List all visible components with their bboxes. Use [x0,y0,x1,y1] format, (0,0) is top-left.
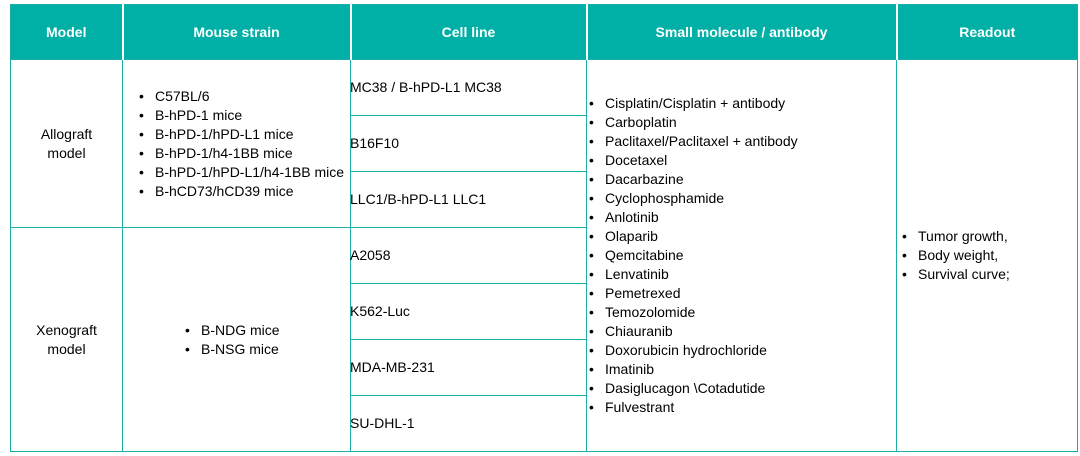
cell-line: MDA-MB-231 [350,359,435,375]
list-item: Dacarbazine [589,170,896,189]
header-row: Model Mouse strain Cell line Small molec… [10,4,1078,60]
list-item: Tumor growth, [902,227,1077,246]
table-row: Allograft model C57BL/6 B-hPD-1 mice B-h… [10,59,1078,452]
table-row: K562-Luc [11,283,1078,340]
models-table: Model Mouse strain Cell line Small molec… [10,4,1078,452]
list-item: Docetaxel [589,151,896,170]
list-item: B-hCD73/hCD39 mice [139,182,350,201]
readout-list: Tumor growth, Body weight, Survival curv… [896,59,1078,452]
list-item: B-hPD-1/hPD-L1/h4-1BB mice [139,163,350,182]
list-item: Cyclophosphamide [589,189,896,208]
model-allograft: Allograft model [10,59,123,228]
cell-line: LLC1/B-hPD-L1 LLC1 [350,191,487,207]
list-item: B-NSG mice [185,340,350,359]
cell-line: SU-DHL-1 [350,415,415,431]
header-mouse-strain: Mouse strain [121,4,351,60]
list-item: Doxorubicin hydrochloride [589,341,896,360]
cell-line: B16F10 [350,135,400,151]
list-item: B-NDG mice [185,321,350,340]
header-model: Model [10,4,123,60]
cell-line: MC38 / B-hPD-L1 MC38 [350,79,502,95]
model-xenograft: Xenograft model [10,227,123,452]
strain-list-xenograft: B-NDG mice B-NSG mice [122,227,351,452]
list-item: Fulvestrant [589,398,896,417]
list-item: Cisplatin/Cisplatin + antibody [589,94,896,113]
molecule-list: Cisplatin/Cisplatin + antibody Carboplat… [586,59,897,452]
cell-line-cell: K562-Luc [350,283,587,340]
list-item: Paclitaxel/Paclitaxel + antibody [589,132,896,151]
model-allograft-line1: Allograft [40,125,93,142]
cell-line-cell: LLC1/B-hPD-L1 LLC1 [350,171,587,228]
header-small-molecule: Small molecule / antibody [585,4,897,60]
list-item: B-hPD-1/h4-1BB mice [139,144,350,163]
table-row: B16F10 [11,115,1078,172]
list-item: Carboplatin [589,113,896,132]
list-item: Imatinib [589,360,896,379]
cell-line-cell: MC38 / B-hPD-L1 MC38 [350,59,587,116]
list-item: Qemcitabine [589,246,896,265]
list-item: Olaparib [589,227,896,246]
cell-line-cell: SU-DHL-1 [350,395,587,452]
table-row: Xenograft model B-NDG mice B-NSG mice A2… [10,227,1078,452]
list-item: Anlotinib [589,208,896,227]
cell-line: K562-Luc [350,303,410,319]
header-readout: Readout [895,4,1078,60]
cell-line-cell: MDA-MB-231 [350,339,587,396]
list-item: Pemetrexed [589,284,896,303]
model-xenograft-line2: model [47,340,86,357]
list-item: B-hPD-1 mice [139,106,350,125]
list-item: Dasiglucagon \Cotadutide [589,379,896,398]
cell-line-cell: B16F10 [350,115,587,172]
list-item: Lenvatinib [589,265,896,284]
strain-list-allograft: C57BL/6 B-hPD-1 mice B-hPD-1/hPD-L1 mice… [122,59,351,228]
cell-line-cell: A2058 [350,227,587,284]
table-row: LLC1/B-hPD-L1 LLC1 [11,171,1078,228]
table-row: SU-DHL-1 [11,395,1078,452]
list-item: C57BL/6 [139,87,350,106]
list-item: B-hPD-1/hPD-L1 mice [139,125,350,144]
list-item: Body weight, [902,246,1077,265]
model-xenograft-line1: Xenograft [36,321,97,338]
list-item: Survival curve; [902,265,1077,284]
list-item: Temozolomide [589,303,896,322]
list-item: Chiauranib [589,322,896,341]
cell-line: A2058 [350,247,391,263]
model-allograft-line2: model [47,144,86,161]
header-cell-line: Cell line [349,4,587,60]
